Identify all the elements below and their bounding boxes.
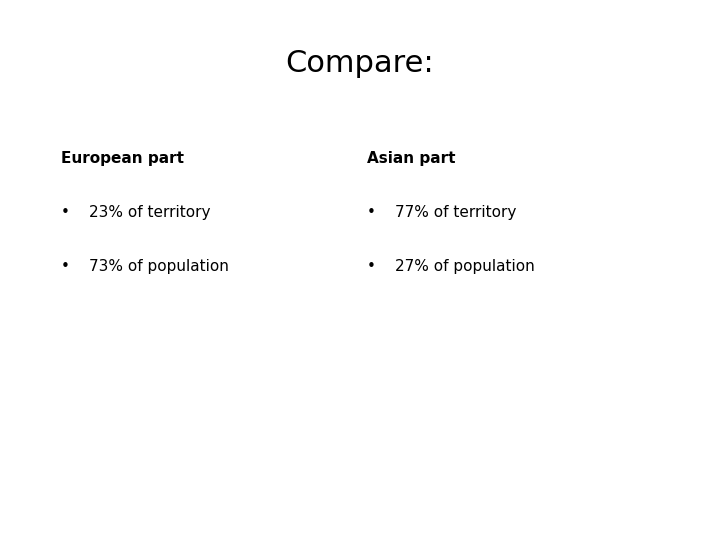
Text: •: • — [367, 205, 376, 220]
Text: Asian part: Asian part — [367, 151, 456, 166]
Text: •: • — [61, 259, 70, 274]
Text: 77% of territory: 77% of territory — [395, 205, 516, 220]
Text: •: • — [61, 205, 70, 220]
Text: Compare:: Compare: — [286, 49, 434, 78]
Text: 27% of population: 27% of population — [395, 259, 534, 274]
Text: •: • — [367, 259, 376, 274]
Text: 73% of population: 73% of population — [89, 259, 228, 274]
Text: 23% of territory: 23% of territory — [89, 205, 210, 220]
Text: European part: European part — [61, 151, 184, 166]
